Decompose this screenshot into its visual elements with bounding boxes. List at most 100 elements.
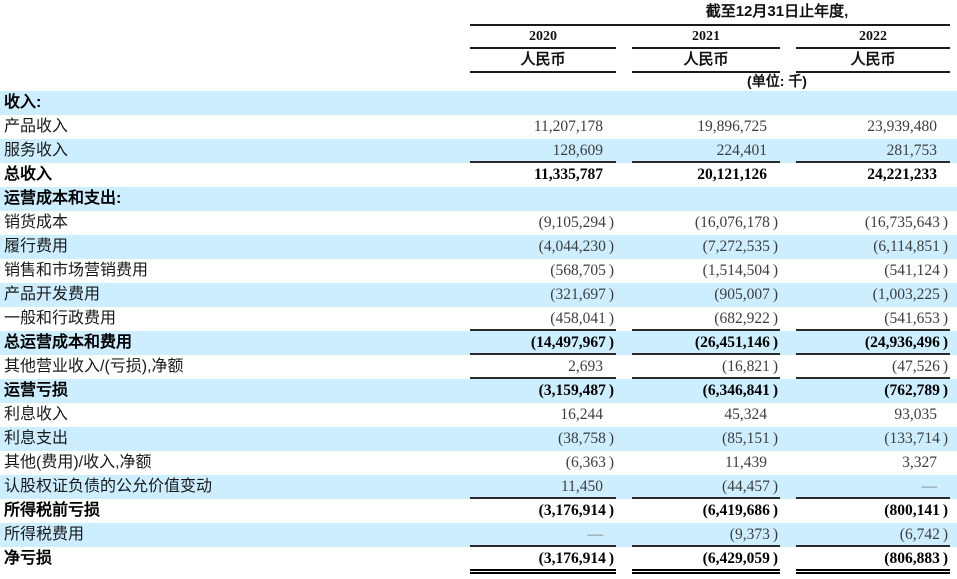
value-cell-2022: (1,003,225) (872, 286, 948, 303)
year-header-2022: 2022 (796, 26, 950, 49)
value-cell-2021: 19,896,725 (697, 118, 767, 135)
value-cell-2022: 281,753 (796, 139, 950, 163)
header-period-row: 截至12月31日止年度, (0, 0, 957, 26)
value-cell-2022: 3,327 (902, 454, 937, 471)
value-cell-2022: (6,742) (796, 523, 950, 547)
value-cell-2020: (14,497,967) (470, 331, 616, 355)
row-label: 一般和行政费用 (4, 310, 117, 327)
closing-paren: ) (942, 550, 948, 567)
closing-paren: ) (772, 502, 778, 519)
row-label: 净亏损 (4, 550, 53, 567)
year-header-2021: 2021 (632, 26, 780, 49)
value-cell-2020: 11,335,787 (534, 166, 603, 183)
value-cell-2021: (6,419,686) (702, 502, 778, 519)
row-label: 总收入 (4, 166, 53, 183)
value-cell-2020: (568,705) (550, 262, 614, 279)
value-cell-2021: 224,401 (632, 139, 780, 163)
value-cell-2021: 20,121,126 (697, 166, 767, 183)
row-label: 利息收入 (4, 406, 69, 423)
closing-paren: ) (772, 238, 778, 255)
value-cell-2021: (85,151) (722, 430, 778, 447)
value-cell-2021: 45,324 (724, 406, 767, 423)
closing-paren: ) (608, 454, 614, 471)
header-spacer (0, 73, 470, 91)
table-row: 一般和行政费用 (458,041) (682,922) (541,653) (0, 307, 957, 331)
closing-paren: ) (772, 430, 778, 447)
closing-paren: ) (772, 214, 778, 231)
closing-paren: ) (608, 262, 614, 279)
value-cell-2020: (38,758) (558, 430, 614, 447)
value-cell-2021: (682,922) (632, 307, 780, 331)
closing-paren: ) (942, 430, 948, 447)
table-row: 利息支出 (38,758) (85,151) (133,714) (0, 427, 957, 451)
value-cell-2021: (9,373) (632, 523, 780, 547)
row-label: 产品收入 (4, 118, 69, 135)
currency-header-2021: 人民币 (632, 49, 780, 73)
value-cell-2020: (3,159,487) (538, 382, 614, 399)
closing-paren: ) (942, 286, 948, 303)
header-currency-row: 人民币 人民币 人民币 (0, 49, 957, 73)
row-label: 产品开发费用 (4, 286, 101, 303)
value-cell-2022: (47,526) (796, 355, 950, 379)
closing-paren: ) (608, 430, 614, 447)
value-cell-2022: (541,653) (796, 307, 950, 331)
table-row: 销售和市场营销费用 (568,705) (1,514,504) (541,124) (0, 259, 957, 283)
table-row: 总运营成本和费用 (14,497,967) (26,451,146) (24,936,… (0, 331, 957, 355)
value-cell-2021: (16,076,178) (694, 214, 778, 231)
value-cell-2022: (800,141) (884, 502, 948, 519)
row-label: 其他营业收入/(亏损),净额 (4, 358, 184, 375)
closing-paren: ) (608, 502, 614, 519)
value-cell-2020: (4,044,230) (538, 238, 614, 255)
table-row: 收入: (0, 91, 957, 115)
row-label: 销货成本 (4, 214, 69, 231)
row-label: 其他(费用)/收入,净额 (4, 454, 152, 471)
value-cell-2020: — (470, 523, 616, 547)
value-cell-2022: (762,789) (884, 382, 948, 399)
value-cell-2022: (541,124) (884, 262, 948, 279)
closing-paren: ) (608, 214, 614, 231)
closing-paren: ) (942, 358, 948, 375)
table-row: 产品开发费用 (321,697) (905,007) (1,003,225) (0, 283, 957, 307)
value-cell-2020: (9,105,294) (538, 214, 614, 231)
value-cell-2021 (632, 187, 780, 211)
closing-paren: ) (942, 526, 948, 543)
row-label: 认股权证负债的公允价值变动 (4, 478, 213, 495)
year-header-2020: 2020 (470, 26, 616, 49)
value-cell-2021: (26,451,146) (632, 331, 780, 355)
row-label: 利息支出 (4, 430, 69, 447)
value-cell-2021: 11,439 (724, 454, 767, 471)
closing-paren: ) (608, 286, 614, 303)
value-cell-2020: (6,363) (565, 454, 614, 471)
row-label: 服务收入 (4, 142, 69, 159)
closing-paren: ) (608, 310, 614, 327)
value-cell-2021: (7,272,535) (702, 238, 778, 255)
value-cell-2022 (796, 187, 950, 211)
header-spacer (0, 0, 470, 26)
value-cell-2021: (905,007) (714, 286, 778, 303)
value-cell-2022: (806,883) (796, 547, 950, 574)
closing-paren: ) (772, 262, 778, 279)
closing-paren: ) (608, 238, 614, 255)
closing-paren: ) (772, 310, 778, 327)
value-cell-2022: 23,939,480 (867, 118, 937, 135)
value-cell-2022: (16,735,643) (864, 214, 948, 231)
unit-note: (单位: 千) (747, 73, 807, 89)
closing-paren: ) (608, 382, 614, 399)
closing-paren: ) (772, 526, 778, 543)
value-cell-2020: 2,693 (470, 355, 616, 379)
value-cell-2020: 128,609 (470, 139, 616, 163)
value-cell-2021: (1,514,504) (702, 262, 778, 279)
period-title: 截至12月31日止年度, (470, 0, 950, 26)
table-row: 所得税费用 — (9,373) (6,742) (0, 523, 957, 547)
closing-paren: ) (942, 382, 948, 399)
row-label: 运营成本和支出: (4, 190, 122, 207)
value-cell-2022: (24,936,496) (796, 331, 950, 355)
value-cell-2022: 93,035 (894, 406, 937, 423)
table-body: 收入: 产品收入 11,207,178 19,896,725 23,939,480 服务收… (0, 91, 957, 574)
table-row: 运营成本和支出: (0, 187, 957, 211)
closing-paren: ) (942, 214, 948, 231)
closing-paren: ) (942, 262, 948, 279)
value-cell-2020: (458,041) (470, 307, 616, 331)
value-cell-2020: 11,207,178 (533, 118, 603, 135)
header-years-row: 2020 2021 2022 (0, 26, 957, 49)
